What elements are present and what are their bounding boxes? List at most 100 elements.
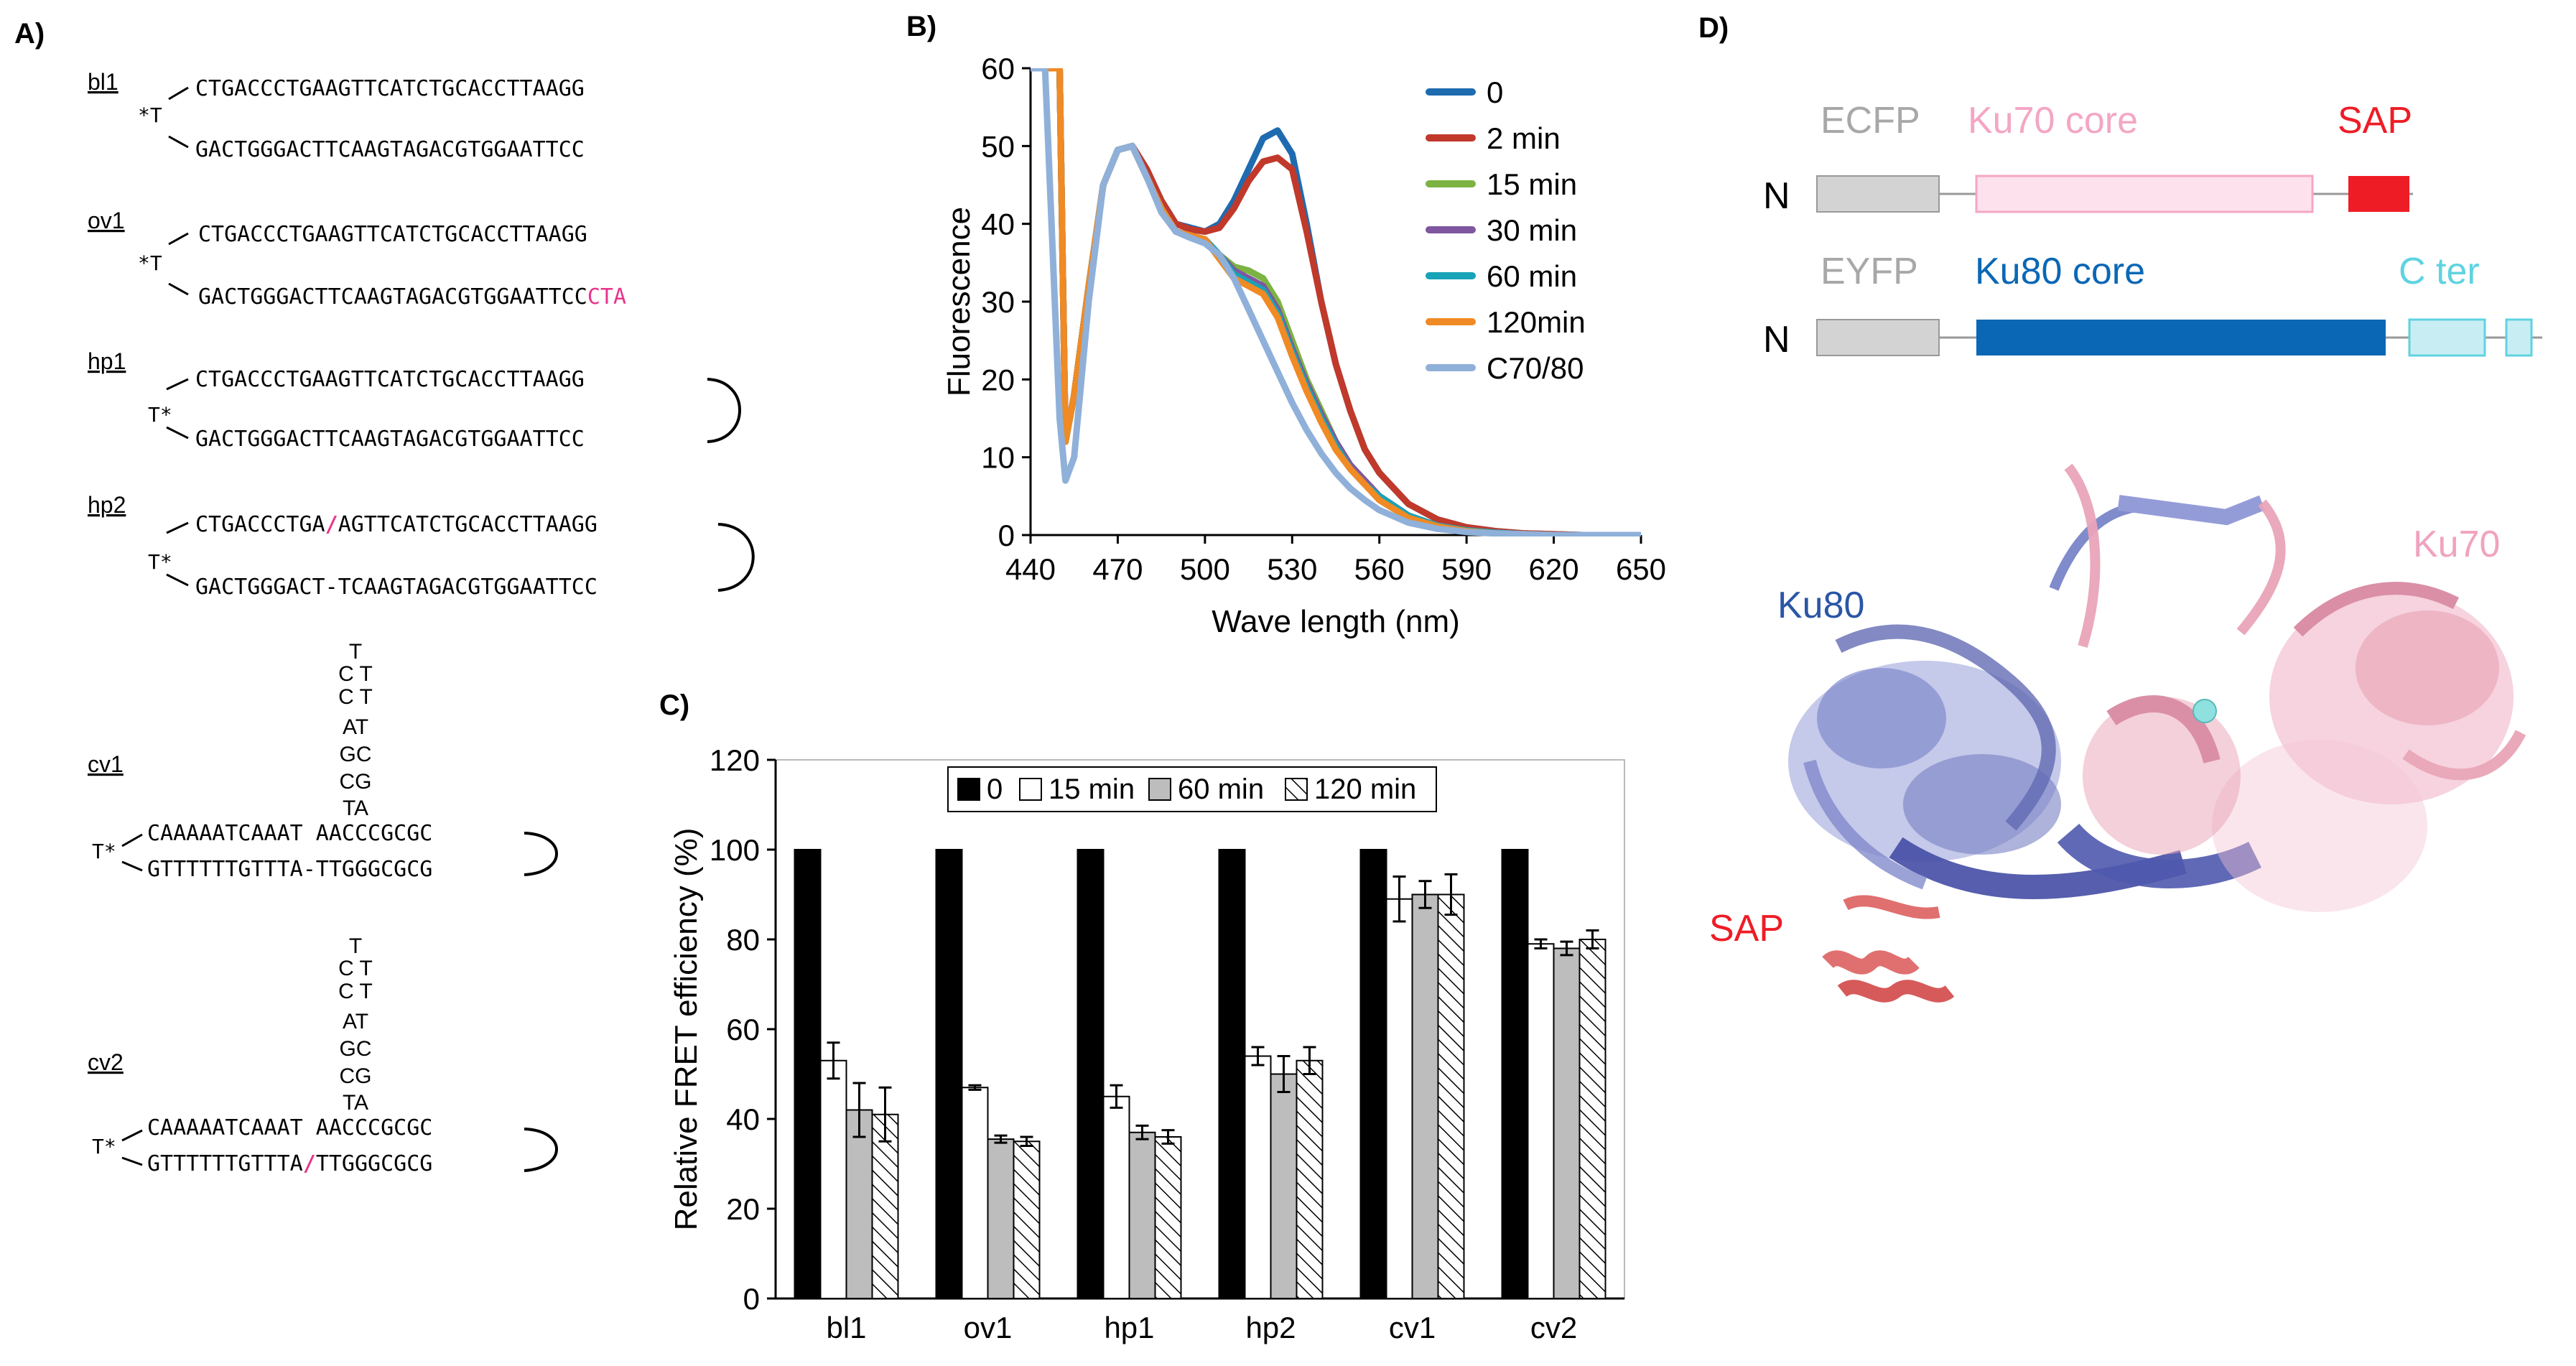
y-tick-label: 120 — [710, 743, 760, 777]
y-tick-label: 30 — [981, 285, 1015, 319]
stem-base: GC — [340, 743, 372, 766]
construct-name: bl1 — [88, 69, 118, 95]
y-tick-label: 40 — [726, 1102, 760, 1136]
stem-base: TA — [343, 796, 368, 820]
bar-hp1-15min — [1102, 1095, 1130, 1299]
stem-base: AT — [343, 715, 368, 739]
fluor-marker: *T — [138, 251, 162, 275]
x-category-label: hp2 — [1245, 1311, 1296, 1344]
legend-label: 30 min — [1487, 213, 1577, 247]
stem-base: C T — [338, 980, 373, 1003]
legend-label: 15 min — [1048, 773, 1135, 805]
legend-swatch — [1019, 778, 1042, 801]
y-axis-title: Relative FRET efficiency (%) — [669, 828, 704, 1231]
plot-frame — [775, 759, 1625, 1299]
legend-label: 0 — [1487, 75, 1503, 109]
bar-cv2-15min — [1527, 943, 1555, 1299]
top-strand-right: AGTTCATCTGCACCTTAAGG — [338, 512, 597, 537]
sap-label: SAP — [2338, 100, 2412, 141]
x-category-label: hp1 — [1104, 1311, 1154, 1344]
legend-label: 60 min — [1487, 259, 1577, 293]
bottom-strand: GACTGGGACTTCAAGTAGACGTGGAATTCC — [198, 284, 587, 310]
legend-swatch — [957, 778, 980, 801]
x-tick-label: 560 — [1354, 552, 1405, 586]
x-tick-label: 620 — [1529, 552, 1579, 586]
legend-label: 0 — [987, 773, 1003, 805]
bar-ov1-60min — [987, 1138, 1015, 1299]
ecfp-domain — [1816, 175, 1940, 213]
y-tick-label: 80 — [726, 923, 760, 957]
stem-loop: T C T C T AT GC CG TA — [338, 934, 373, 1115]
x-tick-label: 650 — [1616, 552, 1666, 586]
top-strand: CTGACCCTGAAGTTCATCTGCACCTTAAGG — [195, 367, 585, 392]
ku70-core-domain — [1975, 175, 2314, 213]
y-tick-label: 20 — [726, 1192, 760, 1226]
bar-cv1-15min — [1385, 898, 1413, 1299]
overhang-tail: CTA — [587, 284, 626, 310]
construct-hp2: hp2 CTGACCCTGA/AGTTCATCTGCACCTTAAGG T* G… — [88, 492, 755, 600]
bottom-strand-right: TTGGGCGCG — [316, 1151, 433, 1176]
x-tick-label: 500 — [1180, 552, 1230, 586]
x-category-label: cv1 — [1389, 1311, 1436, 1344]
ku70-core-label: Ku70 core — [1968, 100, 2138, 141]
construct-name: cv1 — [88, 751, 124, 777]
construct-bl1: bl1 CTGACCCTGAAGTTCATCTGCACCTTAAGG *T GA… — [88, 69, 585, 162]
ku80-core-domain — [1976, 320, 2386, 356]
legend-label: 120 min — [1314, 773, 1416, 805]
n-terminus-label: N — [1763, 175, 1790, 217]
y-tick-label: 0 — [743, 1282, 760, 1316]
fret-bar-chart: 0 20 40 60 80 100 120 Relative FRET efficiency … — [669, 743, 1625, 1344]
bottom-strand-line: GTTTTTTGTTTA/TTGGGCGCG — [147, 1151, 432, 1176]
sap-domain — [2348, 176, 2409, 212]
bottom-strand: GACTGGGACTTCAAGTAGACGTGGAATTCC — [195, 427, 585, 452]
bar-ov1-0 — [935, 849, 963, 1299]
x-category-label: bl1 — [826, 1311, 866, 1344]
top-strand-left: CTGACCCTGA — [195, 512, 325, 537]
bar-cv1-60min — [1411, 893, 1439, 1299]
stem-base: C T — [338, 957, 373, 980]
series-line-C7080 — [1031, 68, 1641, 536]
construct-name: cv2 — [88, 1049, 124, 1075]
nick-slash: / — [325, 512, 338, 537]
c-ter-tail-domain — [2505, 318, 2533, 357]
legend-label: 60 min — [1178, 773, 1264, 805]
ku80-core-label: Ku80 core — [1975, 251, 2145, 292]
fluor-marker: T* — [148, 403, 172, 427]
panel-a: A) bl1 CTGACCCTGAAGTTCATCTGCACCTTAAGG *T… — [14, 18, 755, 1176]
x-tick-label: 440 — [1005, 552, 1056, 586]
sap-structure — [1822, 895, 1955, 1003]
fluor-marker: T* — [92, 840, 116, 863]
construct-hp1: hp1 CTGACCCTGAAGTTCATCTGCACCTTAAGG T* GA… — [88, 348, 741, 452]
top-strand: CAAAAATCAAAT AACCCGCGC — [147, 821, 432, 846]
bar-cv1-120min — [1437, 893, 1465, 1299]
construct-cv2: T C T C T AT GC CG TA cv2 CAAAAATCAAAT A… — [88, 934, 558, 1176]
legend-swatch — [1285, 778, 1308, 801]
ku-heterodimer-structure — [1788, 463, 2526, 1003]
ku70-structure-label: Ku70 — [2413, 524, 2500, 565]
ku80-structure-label: Ku80 — [1777, 585, 1864, 626]
stem-base: GC — [340, 1037, 372, 1061]
x-tick-label: 470 — [1092, 552, 1143, 586]
stem-loop: T C T C T AT GC CG TA — [338, 640, 373, 820]
y-tick-label: 20 — [981, 363, 1015, 396]
bottom-strand: GACTGGGACT-TCAAGTAGACGTGGAATTCC — [195, 575, 597, 600]
ku80-construct-diagram: EYFP Ku80 core C ter N — [1763, 251, 2542, 361]
stem-base: TA — [343, 1091, 368, 1115]
fluorescence-line-chart: 0 10 20 30 40 50 60 440 470 500 530 560 590 620 650 Wav… — [941, 52, 1666, 639]
bar-ov1-120min — [1013, 1140, 1041, 1299]
bar-bl1-60min — [845, 1109, 873, 1299]
fluor-marker: T* — [148, 550, 172, 574]
panel-b: B) 0 10 20 30 40 50 60 440 470 500 530 560 590 620 650… — [906, 11, 1666, 639]
panel-d-label: D) — [1698, 12, 1729, 44]
stem-base: AT — [343, 1010, 368, 1033]
stem-base: CG — [340, 1064, 372, 1088]
top-strand: CTGACCCTGAAGTTCATCTGCACCTTAAGG — [195, 76, 585, 101]
panel-c-label: C) — [659, 689, 689, 721]
bar-hp1-0 — [1077, 849, 1105, 1299]
bar-bl1-0 — [794, 849, 822, 1299]
legend-label: 15 min — [1487, 167, 1577, 201]
x-category-label: cv2 — [1530, 1311, 1577, 1344]
eyfp-label: EYFP — [1821, 251, 1918, 292]
fluor-marker: *T — [138, 103, 162, 127]
x-category-label: ov1 — [964, 1311, 1013, 1344]
